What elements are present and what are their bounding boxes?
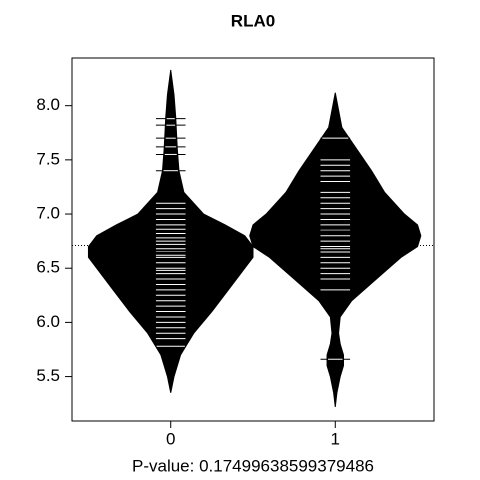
x-tick-label: 0 [166,429,175,448]
bean [249,92,422,407]
bean [87,69,254,393]
plot-frame [71,57,435,422]
x-axis-label: P-value: 0.17499638599379486 [132,456,374,475]
y-tick-label: 7.5 [36,149,60,168]
y-tick-label: 8.0 [36,95,60,114]
y-tick-label: 6.5 [36,258,60,277]
chart-title: RLA0 [231,11,275,30]
y-tick-label: 7.0 [36,204,60,223]
y-tick-label: 6.0 [36,312,60,331]
x-tick-label: 1 [331,429,340,448]
y-tick-label: 5.5 [36,366,60,385]
